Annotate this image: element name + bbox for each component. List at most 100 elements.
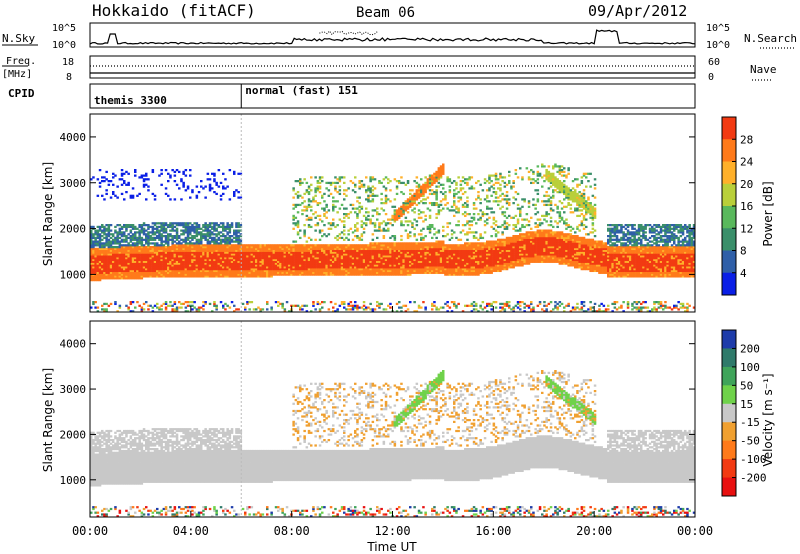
power-cell-3139 <box>206 253 210 256</box>
power-cell-7033 <box>376 273 379 276</box>
power-cell-533 <box>107 229 111 232</box>
power-cell-2069 <box>167 255 170 258</box>
power-cell-9721 <box>475 255 478 258</box>
power-cell-5353 <box>307 203 311 207</box>
power-cell-3645 <box>224 225 227 229</box>
power-cell-2643 <box>189 304 192 307</box>
power-cell-8709 <box>435 180 438 183</box>
power-cell-3411 <box>215 229 218 232</box>
power-cell-5905 <box>332 306 335 309</box>
power-cell-2724 <box>191 262 194 265</box>
power-cell-6055 <box>336 238 339 241</box>
power-cell-2328 <box>175 235 179 238</box>
power-cell-9149 <box>453 257 456 260</box>
power-cell-1772 <box>156 257 159 260</box>
power-cell-1487 <box>145 257 148 260</box>
power-cell-790 <box>118 253 122 256</box>
power-cell-8103 <box>415 247 419 251</box>
power-cell-1170 <box>134 306 137 309</box>
power-cell-7479 <box>393 260 397 263</box>
power-cell-5979 <box>334 260 337 263</box>
power-cell-7603 <box>398 262 401 265</box>
power-cell-3359 <box>215 308 218 311</box>
power-cell-839 <box>120 258 124 262</box>
power-cell-837 <box>120 260 124 263</box>
power-cell-8201 <box>420 306 423 309</box>
power-cell-2404 <box>180 273 183 276</box>
power-cell-3816 <box>230 222 234 225</box>
power-cell-9007 <box>446 233 449 236</box>
power-cell-654 <box>114 275 117 278</box>
power-cell-2637 <box>186 224 190 227</box>
power-cell-2338 <box>175 224 179 227</box>
power-cell-5425 <box>312 302 315 306</box>
power-cell-160 <box>94 244 97 247</box>
power-cell-9037 <box>448 262 452 265</box>
power-cell-6883 <box>369 244 372 247</box>
power-cell-617 <box>112 258 115 262</box>
power-cell-7569 <box>395 216 399 219</box>
power-cell-6869 <box>369 257 372 260</box>
power-cell-9459 <box>466 304 469 307</box>
power-cell-2844 <box>195 257 199 260</box>
power-cell-6365 <box>349 258 353 262</box>
power-cell-2065 <box>167 258 170 262</box>
power-cell-232 <box>96 225 100 229</box>
power-cell-8769 <box>437 205 441 208</box>
power-cell-5093 <box>299 308 302 311</box>
nsky-tick-top-left: 10^5 <box>52 23 76 34</box>
power-cell-3968 <box>237 244 240 247</box>
power-cell-8997 <box>446 251 449 254</box>
power-cell-3740 <box>228 247 232 251</box>
power-cell-1962 <box>162 244 166 247</box>
power-cell-4571 <box>270 258 273 262</box>
power-cell-4141 <box>246 264 249 267</box>
power-cell-1511 <box>145 233 148 236</box>
power-cell-8195 <box>417 187 421 190</box>
power-cell-9623 <box>470 220 474 223</box>
power-cell-9475 <box>466 260 469 263</box>
power-cell-9403 <box>464 304 467 307</box>
power-cell-5261 <box>305 268 309 271</box>
power-cell-7341 <box>387 247 390 251</box>
power-cell-7221 <box>382 249 386 252</box>
power-cell-3246 <box>211 268 214 271</box>
power-cell-7001 <box>373 251 377 254</box>
power-cell-358 <box>103 308 106 311</box>
power-cell-5109 <box>299 262 302 265</box>
power-cell-7731 <box>402 257 405 260</box>
power-cell-3597 <box>224 273 227 276</box>
power-cell-4545 <box>268 246 271 249</box>
power-cell-2436 <box>180 244 183 247</box>
power-cell-2308 <box>175 255 179 258</box>
power-cell-8429 <box>426 207 430 210</box>
power-cell-5943 <box>332 222 335 225</box>
power-cell-6123 <box>338 178 342 181</box>
power-cell-9325 <box>459 249 463 252</box>
power-cell-1762 <box>156 266 159 269</box>
power-cell-2808 <box>193 235 196 238</box>
power-cell-5643 <box>318 185 322 188</box>
power-cell-3346 <box>213 227 216 230</box>
power-cell-3722 <box>228 264 232 267</box>
power-cell-8417 <box>426 247 430 251</box>
power-cell-3726 <box>228 260 232 263</box>
power-cell-8843 <box>439 172 443 175</box>
power-cell-9075 <box>450 310 454 312</box>
power-cell-4639 <box>274 260 278 263</box>
power-cell-4733 <box>281 306 284 309</box>
power-cell-3383 <box>215 258 218 262</box>
power-cell-8427 <box>426 225 430 229</box>
power-cell-2925 <box>197 244 201 247</box>
power-cell-2181 <box>171 258 174 262</box>
power-cell-8081 <box>415 268 419 271</box>
power-cell-5983 <box>334 257 337 260</box>
power-cell-7919 <box>409 253 412 256</box>
power-cell-8011 <box>413 310 416 312</box>
power-cell-9607 <box>470 251 474 254</box>
power-cell-8727 <box>437 268 441 271</box>
power-cell-7461 <box>391 214 394 218</box>
power-cell-557 <box>109 266 113 269</box>
power-cell-254 <box>98 262 102 265</box>
power-cell-290 <box>98 227 102 230</box>
